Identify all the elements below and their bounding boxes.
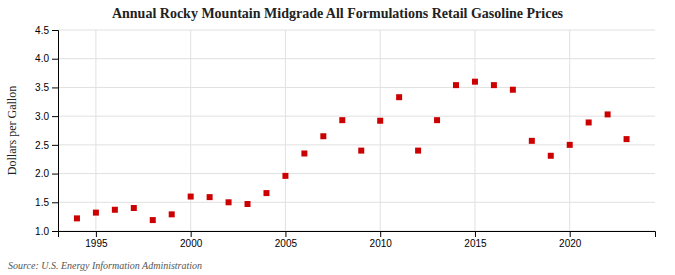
tick-mark bbox=[52, 30, 58, 31]
point bbox=[415, 148, 421, 154]
tick-mark bbox=[52, 145, 58, 146]
grid-line-y bbox=[58, 58, 655, 59]
point bbox=[567, 142, 573, 148]
tick: 4.5 bbox=[35, 25, 58, 36]
point bbox=[93, 210, 99, 216]
point bbox=[320, 133, 326, 139]
point bbox=[112, 207, 118, 213]
x-axis-line bbox=[59, 232, 656, 238]
tick-mark bbox=[380, 231, 381, 237]
tick-mark bbox=[52, 59, 58, 60]
tick: 3.0 bbox=[35, 111, 58, 122]
grid-line-y bbox=[58, 202, 655, 203]
grid-line-x bbox=[285, 30, 286, 231]
plot-area: 1995 2000 2005 2010 2015 2020 1.0 1.5 2.0 2.5 3.0 3… bbox=[35, 25, 655, 249]
point bbox=[282, 173, 288, 179]
tick-label: 2005 bbox=[275, 238, 298, 249]
grid-line-y bbox=[58, 173, 655, 174]
point bbox=[226, 199, 232, 205]
tick: 2010 bbox=[370, 231, 393, 249]
point bbox=[358, 148, 364, 154]
point bbox=[150, 217, 156, 223]
point bbox=[510, 87, 516, 93]
point bbox=[339, 117, 345, 123]
point bbox=[74, 215, 80, 221]
tick-mark bbox=[475, 231, 476, 237]
point bbox=[548, 153, 554, 159]
point bbox=[605, 111, 611, 117]
point bbox=[245, 201, 251, 207]
point bbox=[188, 194, 194, 200]
grid-line-y bbox=[58, 87, 655, 88]
grid-line-y bbox=[58, 30, 655, 31]
tick: 2015 bbox=[464, 231, 487, 249]
chart-svg: 1995 2000 2005 2010 2015 2020 1.0 1.5 2.0 2.5 3.0 3… bbox=[0, 0, 675, 275]
point bbox=[301, 150, 307, 156]
point bbox=[586, 119, 592, 125]
tick: 1.0 bbox=[35, 226, 58, 237]
tick-label: 4.5 bbox=[35, 25, 49, 36]
grid-line-x bbox=[380, 30, 381, 231]
points bbox=[74, 79, 630, 223]
tick-mark bbox=[52, 202, 58, 203]
point bbox=[472, 79, 478, 85]
tick-mark bbox=[570, 231, 571, 237]
grid-line-x bbox=[474, 30, 475, 231]
tick-label: 3.5 bbox=[35, 82, 49, 93]
tick-label: 4.0 bbox=[35, 53, 49, 64]
x-axis: 1995 2000 2005 2010 2015 2020 bbox=[59, 231, 656, 249]
point bbox=[131, 205, 137, 211]
point bbox=[624, 136, 630, 142]
tick-label: 2.5 bbox=[35, 140, 49, 151]
tick-mark bbox=[52, 116, 58, 117]
tick-mark bbox=[285, 231, 286, 237]
grid-line-x bbox=[569, 30, 570, 231]
tick-label: 1995 bbox=[85, 238, 108, 249]
tick-mark bbox=[52, 87, 58, 88]
tick-mark bbox=[52, 174, 58, 175]
point bbox=[396, 94, 402, 100]
grid-line-y bbox=[58, 116, 655, 117]
tick-label: 2000 bbox=[180, 238, 203, 249]
tick: 2000 bbox=[180, 231, 203, 249]
y-axis-line bbox=[52, 31, 59, 232]
tick-mark bbox=[191, 231, 192, 237]
point bbox=[169, 211, 175, 217]
point bbox=[529, 138, 535, 144]
grid-line-x bbox=[95, 30, 96, 231]
chart-container: 1995 2000 2005 2010 2015 2020 1.0 1.5 2.0 2.5 3.0 3… bbox=[0, 0, 675, 275]
title: Annual Rocky Mountain Midgrade All Formu… bbox=[112, 6, 564, 21]
point bbox=[263, 190, 269, 196]
y-axis: 1.0 1.5 2.0 2.5 3.0 3.5 4.0 4.5 bbox=[35, 25, 58, 237]
tick: 4.0 bbox=[35, 53, 58, 64]
tick-mark bbox=[96, 231, 97, 237]
grid-line-y bbox=[58, 144, 655, 145]
tick: 3.5 bbox=[35, 82, 58, 93]
tick: 2020 bbox=[559, 231, 582, 249]
y-axis-title: Dollars per Gallon bbox=[5, 86, 19, 175]
tick: 1995 bbox=[85, 231, 108, 249]
point bbox=[453, 82, 459, 88]
point bbox=[491, 82, 497, 88]
point bbox=[434, 117, 440, 123]
grid-line-x bbox=[190, 30, 191, 231]
tick-mark bbox=[52, 231, 58, 232]
grid bbox=[58, 30, 655, 231]
tick-label: 2.0 bbox=[35, 168, 49, 179]
tick: 2005 bbox=[275, 231, 298, 249]
tick-label: 2010 bbox=[370, 238, 393, 249]
tick-label: 2015 bbox=[464, 238, 487, 249]
point bbox=[207, 194, 213, 200]
tick-label: 1.0 bbox=[35, 226, 49, 237]
source-note: Source: U.S. Energy Information Administ… bbox=[8, 260, 202, 271]
tick: 2.5 bbox=[35, 140, 58, 151]
tick-label: 3.0 bbox=[35, 111, 49, 122]
tick: 1.5 bbox=[35, 197, 58, 208]
tick-label: 1.5 bbox=[35, 197, 49, 208]
tick-label: 2020 bbox=[559, 238, 582, 249]
point bbox=[377, 118, 383, 124]
tick: 2.0 bbox=[35, 168, 58, 179]
